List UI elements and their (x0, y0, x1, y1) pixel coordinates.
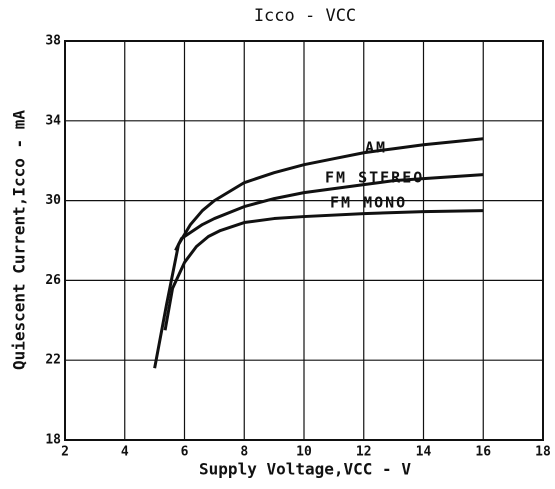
y-tick-label: 22 (45, 353, 61, 368)
x-tick-label: 6 (181, 445, 189, 460)
y-tick-label: 38 (45, 34, 61, 49)
x-tick-label: 4 (121, 445, 129, 460)
x-tick-label: 14 (416, 445, 432, 460)
line-series (174, 173, 484, 252)
series-label: FM STEREO (325, 169, 424, 187)
y-tick-label: 26 (45, 273, 61, 288)
y-tick-label: 34 (45, 113, 61, 128)
chart-title: Icco - VCC (254, 6, 356, 26)
x-tick-label: 8 (240, 445, 248, 460)
y-axis-label: Quiescent Current,Icco - mA (10, 110, 29, 370)
y-tick-label: 18 (45, 433, 61, 448)
y-tick-label: 30 (45, 193, 61, 208)
x-tick-label: 16 (475, 445, 491, 460)
x-tick-label: 18 (535, 445, 551, 460)
series-label: AM (365, 139, 387, 157)
line-series (163, 209, 484, 331)
x-tick-label: 10 (296, 445, 312, 460)
plot-frame (64, 40, 544, 441)
line-series (153, 137, 484, 369)
x-tick-label: 2 (61, 445, 69, 460)
series-label: FM MONO (330, 194, 407, 212)
x-tick-label: 12 (356, 445, 372, 460)
x-axis-label: Supply Voltage,VCC - V (199, 460, 411, 479)
